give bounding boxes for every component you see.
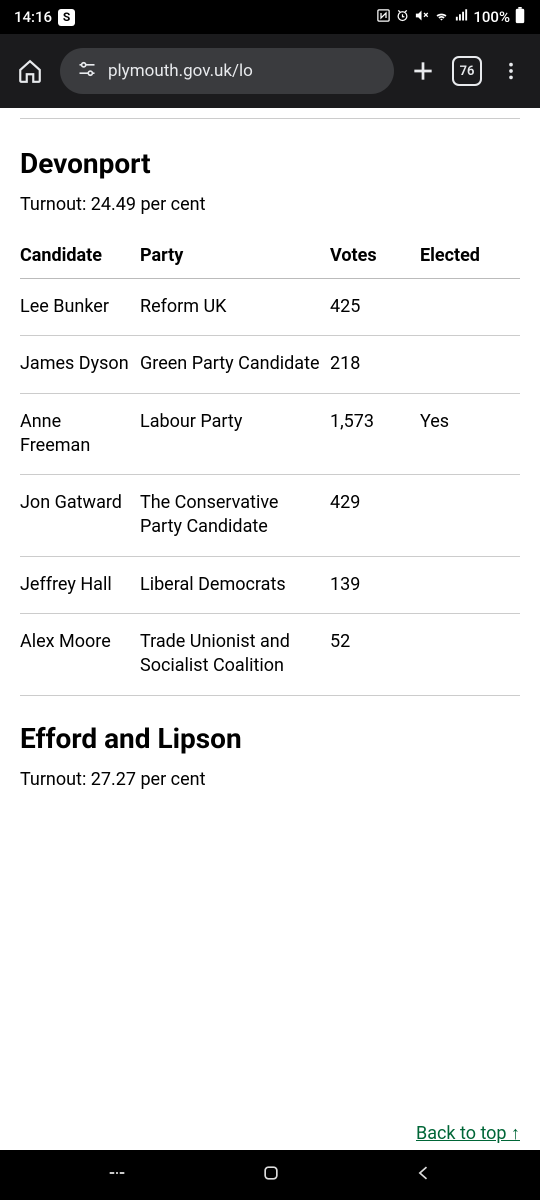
cell-elected [420,556,520,613]
signal-icon [454,8,469,27]
cell-votes: 1,573 [330,393,420,475]
status-bar: 14:16 S 100% [0,0,540,34]
status-app-badge: S [58,9,75,26]
table-header-row: Candidate Party Votes Elected [20,233,520,279]
cell-elected [420,279,520,336]
new-tab-button[interactable] [408,58,438,84]
cell-candidate: Anne Freeman [20,393,140,475]
cell-votes: 429 [330,475,420,557]
battery-text: 100% [473,8,510,26]
tab-switcher-button[interactable]: 76 [452,56,482,86]
cell-candidate: Lee Bunker [20,279,140,336]
table-row: Lee BunkerReform UK425 [20,279,520,336]
table-row: Jeffrey HallLiberal Democrats139 [20,556,520,613]
cell-party: Labour Party [140,393,330,475]
cell-candidate: Jon Gatward [20,475,140,557]
top-divider [20,118,520,119]
menu-button[interactable] [496,60,526,82]
home-nav-button[interactable] [261,1163,281,1187]
alarm-icon [395,8,410,27]
cell-elected: Yes [420,393,520,475]
cell-candidate: James Dyson [20,336,140,393]
cell-candidate: Alex Moore [20,614,140,696]
cell-elected [420,336,520,393]
recents-button[interactable] [106,1162,128,1188]
table-row: James DysonGreen Party Candidate218 [20,336,520,393]
th-party: Party [140,233,330,279]
wifi-icon [433,8,450,27]
cell-party: Liberal Democrats [140,556,330,613]
th-candidate: Candidate [20,233,140,279]
home-button[interactable] [14,55,46,87]
cell-candidate: Jeffrey Hall [20,556,140,613]
cell-votes: 139 [330,556,420,613]
turnout-devonport: Turnout: 24.49 per cent [20,194,520,215]
results-table-devonport: Candidate Party Votes Elected Lee Bunker… [20,233,520,696]
turnout-efford: Turnout: 27.27 per cent [20,769,520,790]
cell-votes: 425 [330,279,420,336]
back-to-top-link[interactable]: Back to top ↑ [416,1123,520,1144]
mute-icon [414,8,429,27]
cell-party: Reform UK [140,279,330,336]
android-nav-bar [0,1150,540,1200]
page-content[interactable]: Devonport Turnout: 24.49 per cent Candid… [0,108,540,1150]
section-title-devonport: Devonport [20,147,520,180]
url-text: plymouth.gov.uk/lo [108,61,253,81]
browser-bar: plymouth.gov.uk/lo 76 [0,34,540,108]
url-bar[interactable]: plymouth.gov.uk/lo [60,48,394,94]
battery-icon [514,7,526,28]
status-time: 14:16 [14,8,52,26]
table-row: Jon GatwardThe Conservative Party Candid… [20,475,520,557]
tab-count-text: 76 [460,64,475,79]
nfc-icon [376,8,391,27]
cell-elected [420,614,520,696]
back-nav-button[interactable] [414,1163,434,1187]
table-row: Anne FreemanLabour Party1,573Yes [20,393,520,475]
cell-party: Trade Unionist and Socialist Coalition [140,614,330,696]
table-row: Alex MooreTrade Unionist and Socialist C… [20,614,520,696]
site-settings-icon[interactable] [76,59,98,84]
cell-votes: 52 [330,614,420,696]
cell-party: The Conservative Party Candidate [140,475,330,557]
th-votes: Votes [330,233,420,279]
cell-party: Green Party Candidate [140,336,330,393]
cell-votes: 218 [330,336,420,393]
th-elected: Elected [420,233,520,279]
section-title-efford: Efford and Lipson [20,722,520,755]
cell-elected [420,475,520,557]
